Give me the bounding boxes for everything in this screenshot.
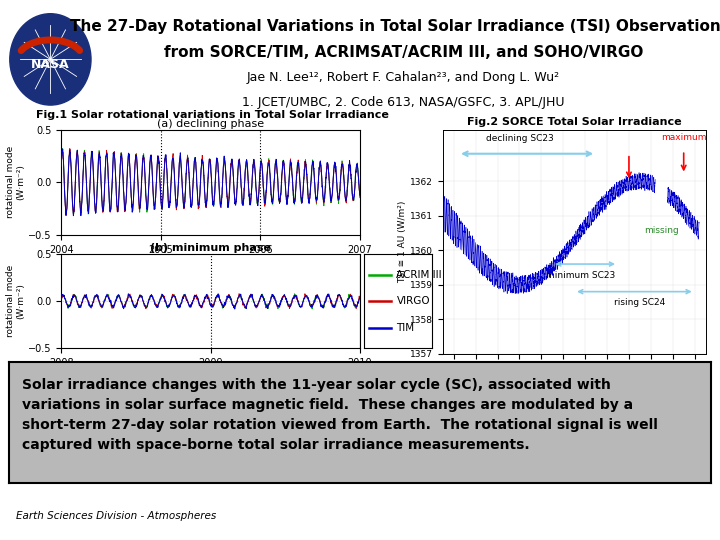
Text: maximum: maximum: [661, 133, 706, 141]
Text: declining SC23: declining SC23: [485, 134, 554, 144]
Text: Jae N. Lee¹², Robert F. Cahalan²³, and Dong L. Wu²: Jae N. Lee¹², Robert F. Cahalan²³, and D…: [247, 71, 559, 84]
Circle shape: [10, 14, 91, 105]
Title: Fig.2 SORCE Total Solar Irradiance: Fig.2 SORCE Total Solar Irradiance: [467, 117, 682, 127]
Text: 1. JCET/UMBC, 2. Code 613, NASA/GSFC, 3. APL/JHU: 1. JCET/UMBC, 2. Code 613, NASA/GSFC, 3.…: [242, 96, 564, 109]
Text: from SORCE/TIM, ACRIMSAT/ACRIM III, and SOHO/VIRGO: from SORCE/TIM, ACRIMSAT/ACRIM III, and …: [163, 45, 643, 60]
Title: (b) minimum phase: (b) minimum phase: [150, 243, 271, 253]
Text: Solar irradiance changes with the 11-year solar cycle (SC), associated with
vari: Solar irradiance changes with the 11-yea…: [22, 377, 658, 452]
Y-axis label: TSI ≅ 1 AU (W/m²): TSI ≅ 1 AU (W/m²): [398, 200, 408, 283]
Text: rising SC24: rising SC24: [614, 299, 665, 307]
Text: NASA: NASA: [31, 58, 70, 71]
Text: VIRGO: VIRGO: [397, 296, 430, 306]
Text: missing: missing: [644, 226, 679, 235]
Text: ACRIM III: ACRIM III: [397, 269, 442, 280]
Text: Fig.1 Solar rotational variations in Total Solar Irradiance: Fig.1 Solar rotational variations in Tot…: [36, 110, 389, 120]
Title: (a) declining phase: (a) declining phase: [157, 119, 264, 129]
Text: The 27-Day Rotational Variations in Total Solar Irradiance (TSI) Observations:: The 27-Day Rotational Variations in Tota…: [70, 18, 720, 33]
Y-axis label: rotational mode
(W·m⁻²): rotational mode (W·m⁻²): [6, 265, 25, 337]
Text: Earth Sciences Division - Atmospheres: Earth Sciences Division - Atmospheres: [17, 511, 217, 521]
Text: minimum SC23: minimum SC23: [546, 271, 616, 280]
X-axis label: Year: Year: [564, 378, 585, 388]
Y-axis label: rotational mode
(W·m⁻²): rotational mode (W·m⁻²): [6, 146, 25, 218]
Text: TIM: TIM: [397, 322, 415, 333]
